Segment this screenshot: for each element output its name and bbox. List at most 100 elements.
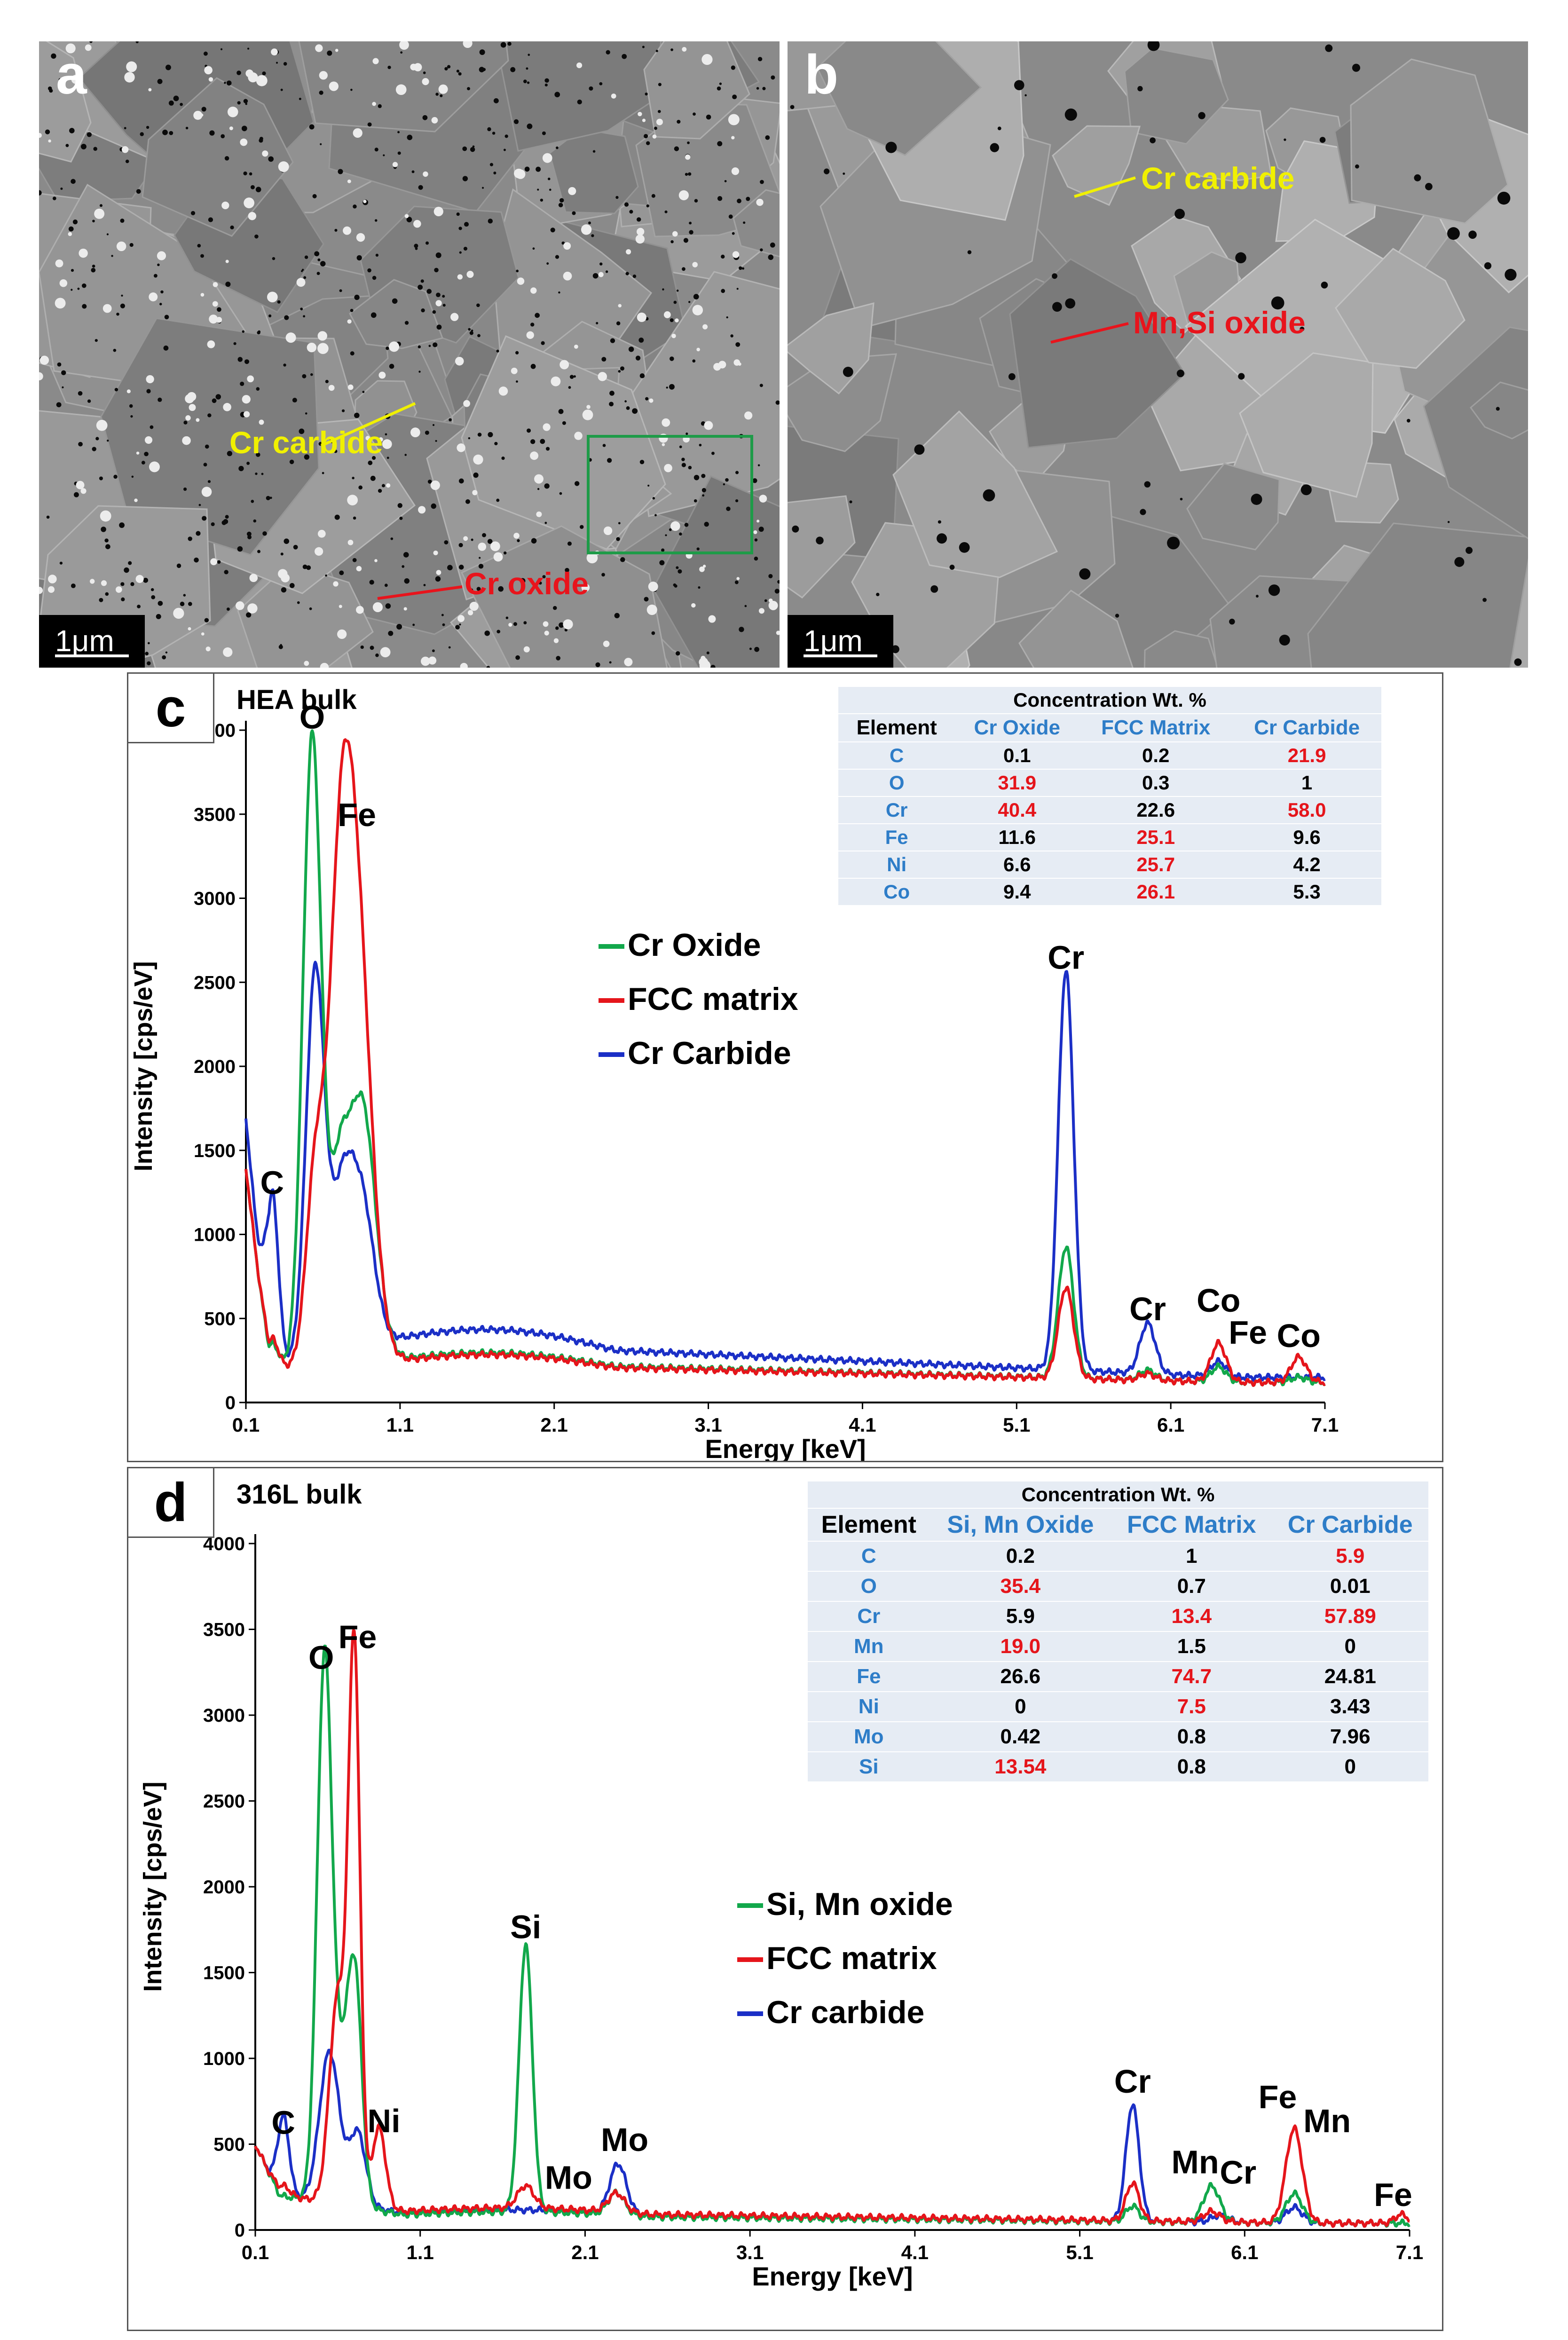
pore-dot [243,99,248,103]
pore-dot [101,527,106,532]
table-value-cell: 11.6 [955,824,1079,851]
pore-dot [645,397,649,401]
pore-dot [105,544,110,550]
particle-dot [319,71,328,80]
grain [1124,47,1229,145]
pore-dot [183,420,188,425]
pore-dot [504,134,508,138]
table-row-c: Co 9.4 26.1 5.3 [838,878,1381,906]
pore-dot [352,558,357,562]
particle-dot [663,311,671,318]
pore-dot [1447,521,1450,523]
pore-dot [140,132,144,136]
pore-dot [666,386,668,389]
pore-dot [425,430,429,435]
pore-dot [620,557,625,562]
pore-dot [237,101,241,105]
pore-dot [498,586,504,592]
particle-dot [126,389,131,394]
pore-dot [426,289,432,294]
x-tick-label: 4.1 [849,1414,876,1436]
x-axis-label: Energy [keV] [752,2261,913,2291]
grain [1350,58,1509,224]
particle-dot [581,224,592,235]
pore-dot [688,301,691,303]
pore-dot [137,605,141,608]
pore-dot [1014,80,1024,90]
pore-dot [540,439,545,444]
particle-dot [433,550,438,556]
pore-dot [477,433,482,437]
pore-dot [99,204,102,207]
particle-dot [692,262,698,268]
table-value-cell: 9.6 [1232,824,1381,851]
pore-dot [89,41,93,43]
pore-dot [496,498,500,502]
particle-dot [692,305,703,315]
particle-dot [598,272,604,277]
pore-dot [1325,44,1333,52]
table-value-cell: 25.1 [1079,824,1233,851]
table-row-d: Ni 0 7.5 3.43 [808,1692,1428,1722]
pore-dot [334,228,338,232]
particle-dot [343,226,352,235]
grain-layer [39,41,780,668]
pore-dot [129,243,134,247]
pore-dot [404,454,407,456]
pore-dot [843,367,853,377]
pore-dot [503,551,507,555]
table-value-cell: 24.81 [1272,1662,1428,1692]
particle-dot [76,481,85,489]
pore-dot [113,474,118,479]
table-col-matrix-c: FCC Matrix [1079,714,1233,742]
table-title-d: Concentration Wt. % [808,1481,1428,1509]
pore-dot [967,250,972,254]
pore-dot [300,307,303,311]
pore-dot [464,222,469,227]
pore-dot [304,255,308,259]
pore-dot [303,276,307,279]
particle-dot [478,543,487,551]
pore-dot [69,128,75,134]
pore-dot [693,475,700,481]
concentration-table-c: Concentration Wt. % Element Cr Oxide FCC… [838,687,1381,906]
particle-dot [337,629,347,639]
pore-dot [676,289,679,292]
table-value-cell: 13.54 [930,1752,1111,1782]
particle-dot [534,474,544,484]
particle-dot [756,520,760,523]
pore-dot [244,359,250,364]
peak-label: Si [510,1909,541,1946]
pore-dot [368,460,373,465]
pore-dot [601,573,605,577]
pore-dot [226,80,232,86]
pore-dot [129,404,133,408]
pore-dot [403,552,409,558]
pore-dot [673,300,677,304]
pore-dot [547,177,551,181]
pore-dot [463,246,468,251]
grain [1469,381,1528,440]
pore-dot [280,88,283,91]
peak-label: C [271,2104,295,2141]
pore-dot [756,87,759,90]
particle-dot [457,615,465,622]
table-value-cell: 0.2 [930,1541,1111,1572]
pore-dot [554,92,560,97]
particle-dot [662,443,665,446]
x-tick-label: 3.1 [736,2241,764,2263]
pore-dot [447,565,453,571]
pore-dot [458,72,462,76]
panel-letter-a: a [56,44,87,106]
particle-dot [413,220,421,228]
pore-dot [651,631,655,635]
pore-dot [404,578,410,584]
pore-dot [686,432,688,435]
series-line-matrix [244,738,1326,1387]
pore-dot [527,428,531,433]
label-cr-carbide-a: Cr carbide [229,425,383,460]
pore-dot [655,49,658,52]
pore-dot [891,645,899,654]
pore-dot [470,588,473,591]
particle-dot [574,345,578,349]
